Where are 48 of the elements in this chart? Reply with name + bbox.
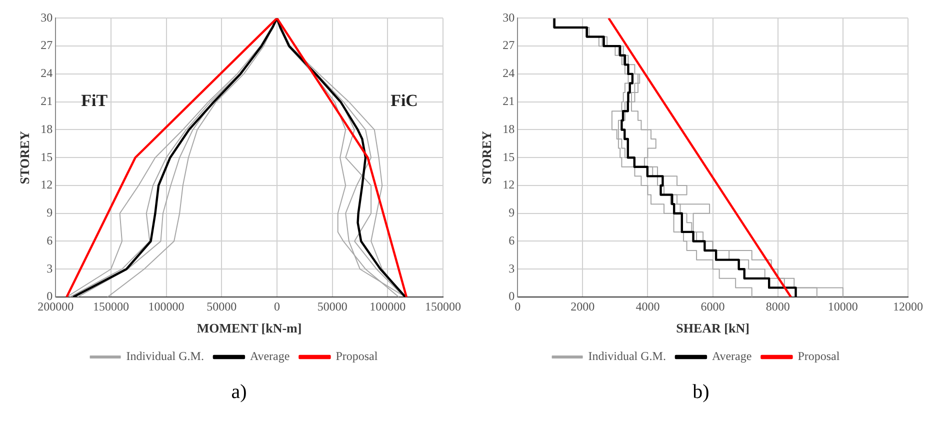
legend-label: Individual G.M.: [588, 349, 666, 364]
x-tick-label: 10000: [828, 299, 858, 314]
y-tick-label: 9: [46, 206, 53, 220]
annotation: FiC: [390, 91, 418, 110]
y-tick-label: 3: [508, 261, 515, 276]
y-tick-label: 21: [502, 94, 515, 108]
legend-label: Average: [250, 349, 290, 364]
y-tick-label: 30: [502, 10, 515, 24]
legend-label: Proposal: [798, 349, 840, 364]
annotation: FiT: [81, 91, 108, 110]
y-tick-label: 15: [502, 150, 515, 164]
y-tick-label: 18: [502, 122, 515, 136]
legend-label: Proposal: [336, 349, 378, 364]
y-tick-label: 30: [40, 10, 53, 24]
y-tick-label: 18: [40, 122, 53, 136]
x-tick-label: 8000: [766, 299, 790, 314]
y-tick-label: 27: [502, 38, 515, 52]
legend-label: Individual G.M.: [126, 349, 204, 364]
x-tick-label: 2000: [570, 299, 595, 314]
x-tick-label: 6000: [700, 299, 725, 314]
text: a): [231, 381, 247, 404]
legend-label: Average: [712, 349, 752, 364]
x-tick-label: 100000: [148, 299, 184, 314]
x-tick-label: 0: [274, 299, 280, 314]
y-tick-label: 27: [40, 38, 53, 52]
x-tick-label: 12000: [893, 299, 923, 314]
y-tick-label: 6: [46, 233, 53, 248]
y-tick-label: 15: [40, 150, 53, 164]
x-tick-label: 100000: [370, 299, 406, 314]
y-tick-label: 9: [508, 206, 515, 220]
x-tick-label: 50000: [317, 299, 348, 314]
y-axis-title: STOREY: [479, 130, 494, 184]
y-tick-label: 24: [40, 66, 53, 80]
x-tick-label: 4000: [636, 299, 660, 314]
y-tick-label: 3: [46, 261, 53, 276]
x-axis-title: SHEAR [kN]: [676, 320, 750, 336]
y-tick-label: 24: [502, 66, 515, 80]
y-tick-label: 21: [40, 94, 53, 108]
y-tick-label: 12: [502, 178, 515, 192]
text: b): [692, 381, 710, 404]
y-tick-label: 6: [508, 233, 515, 248]
y-tick-label: 12: [40, 178, 53, 192]
x-tick-label: 150000: [92, 299, 129, 314]
x-tick-label: 150000: [425, 299, 461, 314]
y-axis-title: STOREY: [17, 130, 32, 184]
x-tick-label: 50000: [206, 299, 237, 314]
x-axis-title: MOMENT [kN-m]: [196, 320, 302, 336]
y-tick-label: 0: [508, 289, 515, 304]
